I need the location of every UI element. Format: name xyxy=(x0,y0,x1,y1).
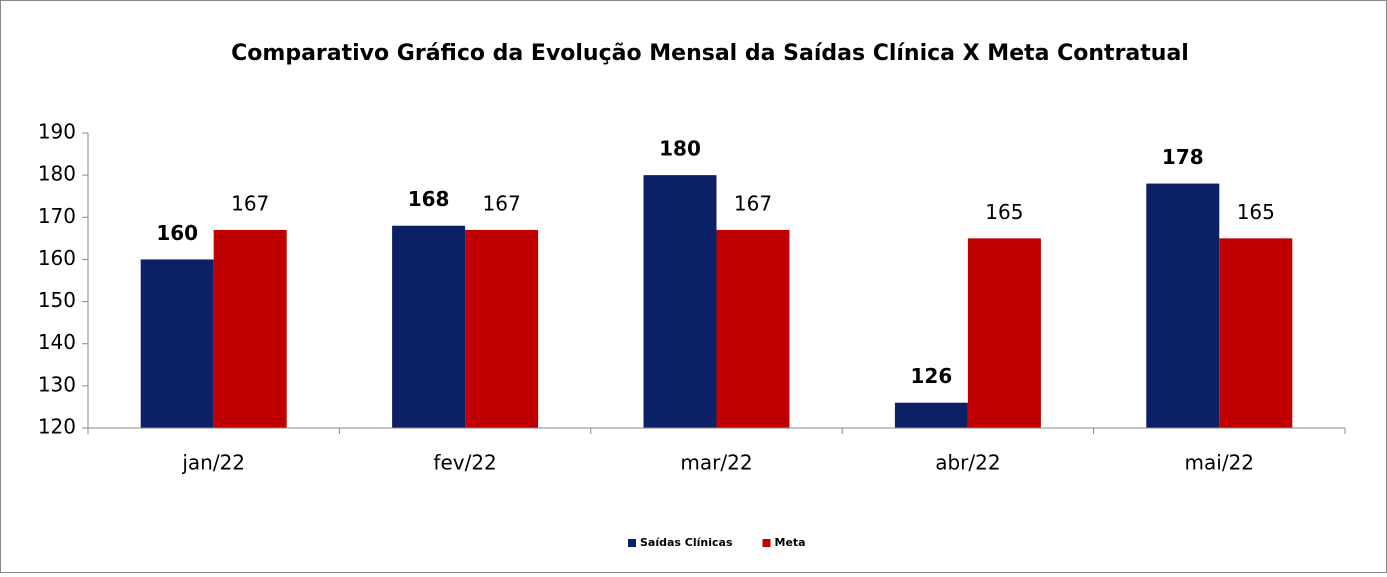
y-tick-label: 170 xyxy=(38,204,76,228)
data-label: 167 xyxy=(231,191,269,215)
x-tick-label: jan/22 xyxy=(181,451,245,475)
bar xyxy=(967,238,1041,428)
chart-title: Comparativo Gráfico da Evolução Mensal d… xyxy=(231,41,1189,66)
y-tick-label: 140 xyxy=(38,330,76,354)
y-tick-label: 190 xyxy=(38,120,76,144)
y-tick-label: 150 xyxy=(38,288,76,312)
y-tick-label: 160 xyxy=(38,246,76,270)
legend-label: Meta xyxy=(775,536,806,549)
x-tick-label: mai/22 xyxy=(1185,451,1254,475)
y-tick-label: 180 xyxy=(38,162,76,186)
bar xyxy=(1219,238,1293,428)
data-label: 165 xyxy=(985,200,1023,224)
x-tick-label: mar/22 xyxy=(680,451,752,475)
bar xyxy=(465,229,539,428)
data-label: 126 xyxy=(911,364,953,388)
legend-swatch xyxy=(628,539,636,547)
bar xyxy=(894,402,968,428)
data-label: 180 xyxy=(659,137,701,161)
data-label: 160 xyxy=(156,221,198,245)
x-tick-label: fev/22 xyxy=(433,451,496,475)
data-label: 178 xyxy=(1162,145,1204,169)
y-tick-label: 120 xyxy=(38,415,76,439)
data-label: 167 xyxy=(734,191,772,215)
bar xyxy=(1146,183,1220,428)
legend-swatch xyxy=(762,539,771,547)
bar xyxy=(213,229,287,428)
y-tick-label: 130 xyxy=(38,372,76,396)
bar xyxy=(716,229,790,428)
bar xyxy=(140,259,214,428)
data-label: 168 xyxy=(408,187,450,211)
bar xyxy=(392,225,466,428)
data-label: 165 xyxy=(1237,200,1275,224)
data-label: 167 xyxy=(483,191,521,215)
bar xyxy=(643,175,717,428)
legend-label: Saídas Clínicas xyxy=(640,536,733,549)
x-tick-label: abr/22 xyxy=(935,451,1000,475)
